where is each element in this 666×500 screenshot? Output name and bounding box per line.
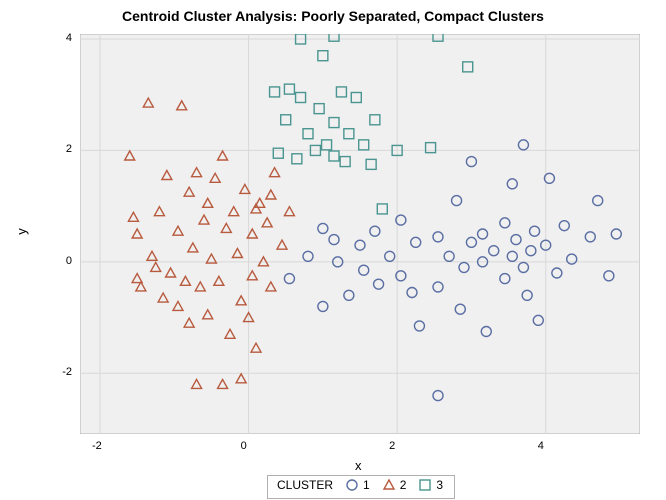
- plot-svg: [80, 34, 640, 434]
- y-tick-label: 2: [66, 143, 72, 155]
- x-axis-label: x: [355, 458, 362, 473]
- x-tick-label: 0: [241, 440, 247, 452]
- data-point: [420, 480, 430, 490]
- data-point: [384, 480, 394, 489]
- legend-item-3: 3: [418, 478, 443, 492]
- square-icon: [418, 478, 432, 492]
- y-tick-label: 4: [66, 32, 72, 44]
- plot-wall: [80, 34, 640, 434]
- legend-title: CLUSTER: [277, 478, 333, 492]
- circle-icon: [345, 478, 359, 492]
- legend-label: 3: [436, 478, 443, 492]
- legend-item-1: 1: [345, 478, 370, 492]
- x-tick-label: 4: [538, 440, 544, 452]
- x-tick-label: 2: [389, 440, 395, 452]
- chart-title: Centroid Cluster Analysis: Poorly Separa…: [0, 8, 666, 24]
- data-point: [347, 480, 357, 490]
- y-axis-label: y: [14, 228, 29, 235]
- triangle-icon: [382, 478, 396, 492]
- chart-container: Centroid Cluster Analysis: Poorly Separa…: [0, 0, 666, 500]
- legend-item-2: 2: [382, 478, 407, 492]
- y-tick-label: 0: [66, 255, 72, 267]
- x-tick-label: -2: [92, 440, 102, 452]
- y-tick-label: -2: [62, 366, 72, 378]
- legend-label: 2: [400, 478, 407, 492]
- legend-label: 1: [363, 478, 370, 492]
- legend: CLUSTER 1 2 3: [277, 478, 443, 492]
- plot-area: [80, 34, 640, 434]
